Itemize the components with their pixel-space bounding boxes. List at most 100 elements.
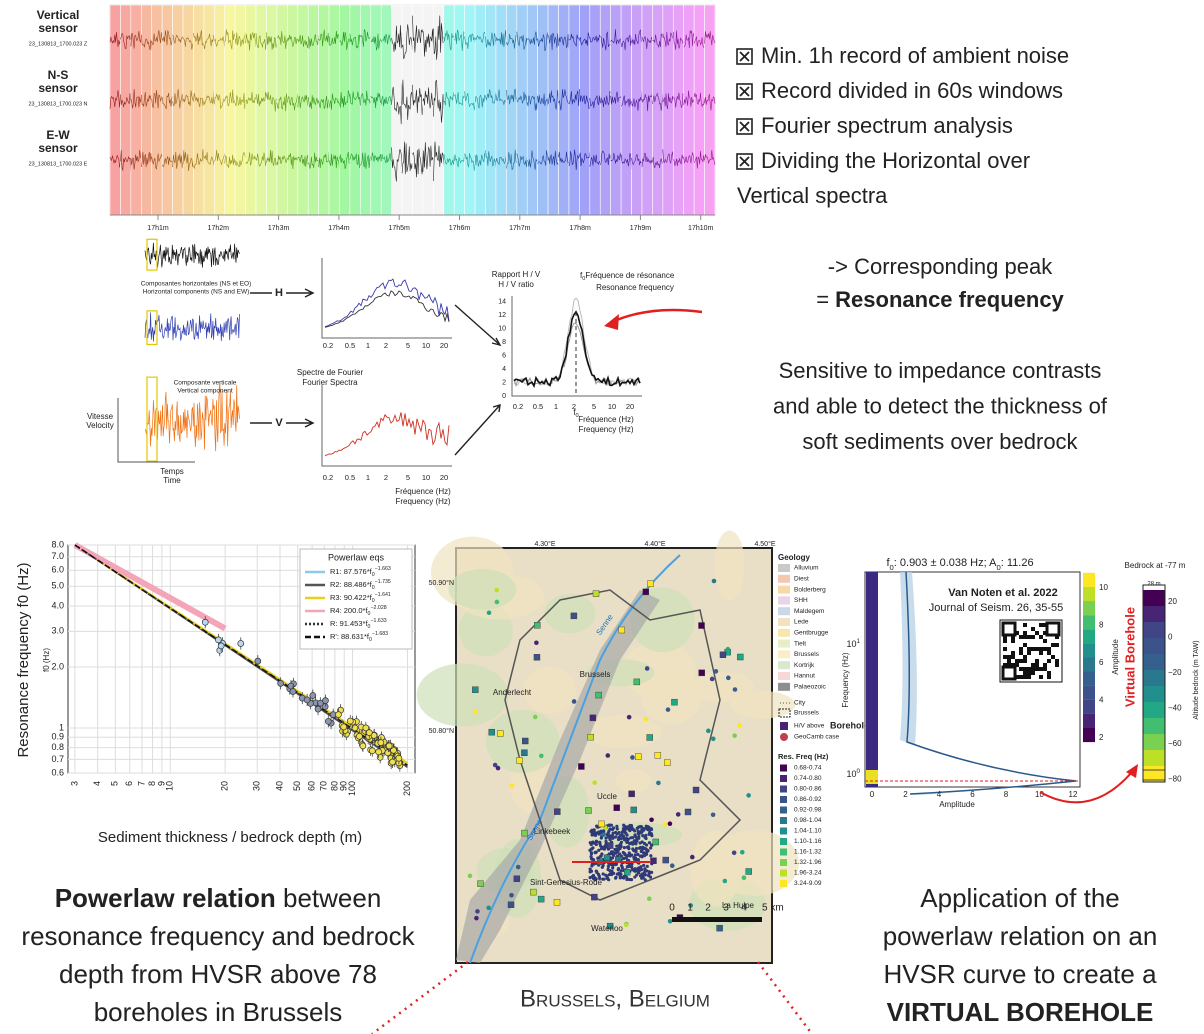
borehole-mark [489,729,495,735]
hv-dot [614,848,617,851]
hv-dot [590,843,593,846]
hv-dot [614,852,617,855]
text-part: −1.683 [372,631,388,637]
label: soft sediments over bedrock [802,429,1078,454]
qr-cell [1051,643,1055,647]
hv-point [668,821,673,826]
hv-dot [597,832,600,835]
borehole-mark [650,858,656,864]
hv-dot [643,867,646,870]
hv-point [670,863,675,868]
x-tick-label: 50 [292,781,302,791]
qr-cell [1031,635,1035,639]
borehole-mark [596,692,602,698]
hv-dot [619,834,622,837]
hv-dot [590,851,593,854]
hv-dot [635,837,638,840]
hv-dot [620,841,623,844]
label: Van Noten et al. 2022 [948,587,1057,599]
label: -> Corresponding peak [828,254,1053,279]
x-tick-label: 100 [347,781,357,796]
text-part: 0 [368,624,371,630]
window-band [548,5,558,215]
text-part: R3: 90.422*f [330,593,373,602]
borehole-mark [671,699,677,705]
borehole-mark [717,925,723,931]
hv-point [662,822,667,827]
text-part: 10 [846,769,856,779]
label: Alluvium [794,565,819,572]
borehole-mark [508,902,514,908]
label: f0 (Hz) [42,648,51,672]
hv-point [509,893,514,898]
freq-tick: 10 [422,473,430,482]
legend-swatch [778,650,790,658]
borehole-mark [554,809,560,815]
hv-dot [638,866,641,869]
sensor-name: Vertical [37,8,80,22]
qr-cell [1043,663,1047,667]
sensor-name: sensor [38,141,78,155]
time-tick-label: 17h6m [449,225,471,232]
borehole-mark [699,670,705,676]
y-tick-label: 7.0 [51,551,64,561]
label: Powerlaw eqs [328,552,385,562]
borehole-mark [514,876,520,882]
hv-point [690,855,695,860]
label: Fréquence (Hz) [395,487,451,496]
borehole-layer [1143,702,1165,710]
borehole-mark [629,791,635,797]
borehole-layer [1143,718,1165,726]
label: 50.90°N [429,579,454,587]
y-tick-label: 0.6 [51,767,64,777]
hv-point [572,699,577,704]
qr-cell [1019,647,1023,651]
qr-cell [1023,635,1027,639]
hv-point [539,754,544,759]
hv-point [746,793,751,798]
label: 5 km [762,903,784,914]
borehole-layer [1143,758,1165,766]
hv-dot [623,857,626,860]
text-part: R: 91.453*f [330,619,368,628]
terrain-patch [544,594,595,634]
hv-dot [628,829,631,832]
hv-point [487,610,492,615]
hv-dot [599,855,602,858]
freq-tick: 20 [440,473,448,482]
label: Brussels [794,710,820,717]
hv-dot [638,847,641,850]
borehole-layer [1143,646,1165,654]
label: 2 [903,790,908,799]
label: 4.50°E [754,540,775,548]
text-part: R1: 87.576*f [330,567,373,576]
hv-dot [602,878,605,881]
window-band [632,5,642,215]
text-part: −1.735 [375,579,391,585]
qr-cell [1019,675,1023,679]
text-part: 0 [856,768,860,775]
hv-dot [608,869,611,872]
qr-cell [1043,667,1047,671]
borehole-mark [647,734,653,740]
y-tick-label: 3.0 [51,626,64,636]
time-tick-label: 17h8m [569,225,591,232]
hv-dot [649,846,652,849]
freq-tick: 1 [366,341,370,350]
hv-point [647,896,652,901]
window-band [152,5,162,215]
window-band [517,5,527,215]
window-band [287,5,297,215]
window-band [642,5,652,215]
hv-point [601,832,606,837]
label: 50.80°N [429,727,454,735]
ratio-tick: 0 [502,393,506,400]
place-name: Waterloo [591,924,623,933]
label: Brussels, Belgium [520,985,710,1012]
qr-cell [1003,647,1007,651]
label: = Resonance frequency [816,287,1064,312]
hv-dot [648,841,651,844]
text-part: −1.633 [370,618,386,624]
hv-dot [641,847,644,850]
hv-swatch [780,722,788,730]
